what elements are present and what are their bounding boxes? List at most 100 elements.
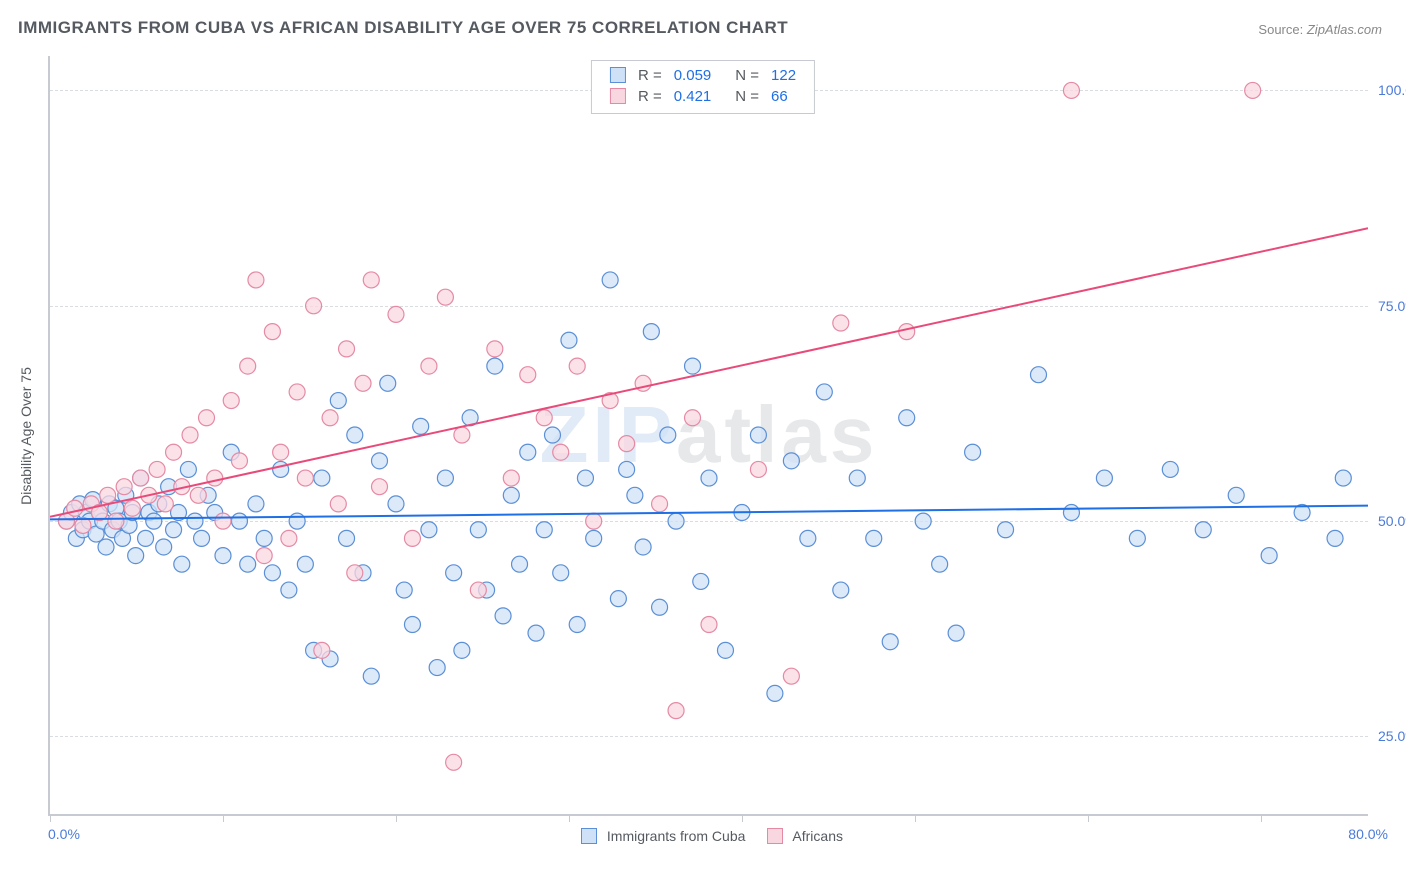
data-point xyxy=(998,522,1014,538)
data-point xyxy=(1063,82,1079,98)
x-tick xyxy=(50,814,51,822)
data-point xyxy=(240,556,256,572)
data-point xyxy=(429,660,445,676)
stats-row-series1: R = 0.059 N = 122 xyxy=(604,65,802,86)
data-point xyxy=(816,384,832,400)
data-point xyxy=(487,341,503,357)
data-point xyxy=(882,634,898,650)
stats-legend-box: R = 0.059 N = 122 R = 0.421 N = 66 xyxy=(591,60,815,114)
data-point xyxy=(915,513,931,529)
data-point xyxy=(314,470,330,486)
source-label: Source: xyxy=(1258,22,1303,37)
data-point xyxy=(281,530,297,546)
data-point xyxy=(685,410,701,426)
data-point xyxy=(372,479,388,495)
data-point xyxy=(553,444,569,460)
data-point xyxy=(166,522,182,538)
data-point xyxy=(174,556,190,572)
source-value: ZipAtlas.com xyxy=(1307,22,1382,37)
data-point xyxy=(1031,367,1047,383)
data-point xyxy=(396,582,412,598)
data-point xyxy=(685,358,701,374)
data-point xyxy=(347,427,363,443)
data-point xyxy=(833,315,849,331)
data-point xyxy=(256,530,272,546)
data-point xyxy=(421,522,437,538)
data-point xyxy=(569,617,585,633)
bottom-legend: Immigrants from Cuba Africans xyxy=(0,828,1406,844)
data-point xyxy=(380,375,396,391)
plot-area: ZIPatlas 25.0%50.0%75.0%100.0% xyxy=(48,56,1368,816)
data-point xyxy=(610,591,626,607)
data-point xyxy=(1195,522,1211,538)
data-point xyxy=(717,642,733,658)
data-point xyxy=(536,410,552,426)
data-point xyxy=(248,272,264,288)
data-point xyxy=(421,358,437,374)
x-tick xyxy=(742,814,743,822)
data-point xyxy=(1327,530,1343,546)
data-point xyxy=(190,487,206,503)
data-point xyxy=(1162,461,1178,477)
data-point xyxy=(627,487,643,503)
data-point xyxy=(487,358,503,374)
data-point xyxy=(693,573,709,589)
data-point xyxy=(512,556,528,572)
data-point xyxy=(750,461,766,477)
data-point xyxy=(248,496,264,512)
data-point xyxy=(256,548,272,564)
y-tick-label: 100.0% xyxy=(1372,82,1406,98)
data-point xyxy=(264,324,280,340)
data-point xyxy=(231,513,247,529)
data-point xyxy=(446,565,462,581)
data-point xyxy=(965,444,981,460)
data-point xyxy=(701,470,717,486)
y-tick-label: 25.0% xyxy=(1372,728,1406,744)
data-point xyxy=(67,500,83,516)
n-value-series1: 122 xyxy=(765,65,802,86)
legend-label-series2: Africans xyxy=(792,828,843,844)
y-tick-label: 75.0% xyxy=(1372,298,1406,314)
data-point xyxy=(932,556,948,572)
data-point xyxy=(470,522,486,538)
data-point xyxy=(1063,505,1079,521)
data-point xyxy=(1228,487,1244,503)
data-point xyxy=(297,556,313,572)
data-point xyxy=(528,625,544,641)
n-label: N = xyxy=(729,86,765,107)
x-tick xyxy=(1088,814,1089,822)
data-point xyxy=(668,513,684,529)
data-point xyxy=(800,530,816,546)
data-point xyxy=(207,470,223,486)
data-point xyxy=(100,487,116,503)
data-point xyxy=(363,272,379,288)
data-point xyxy=(948,625,964,641)
data-point xyxy=(264,565,280,581)
data-point xyxy=(138,530,154,546)
data-point xyxy=(660,427,676,443)
data-point xyxy=(156,539,172,555)
x-tick xyxy=(396,814,397,822)
correlation-chart: IMMIGRANTS FROM CUBA VS AFRICAN DISABILI… xyxy=(0,0,1406,892)
data-point xyxy=(635,539,651,555)
data-point xyxy=(1261,548,1277,564)
r-label: R = xyxy=(632,65,668,86)
data-point xyxy=(1335,470,1351,486)
data-point xyxy=(297,470,313,486)
data-point xyxy=(544,427,560,443)
data-point xyxy=(1129,530,1145,546)
data-point xyxy=(273,461,289,477)
data-point xyxy=(116,479,132,495)
data-point xyxy=(194,530,210,546)
data-point xyxy=(273,444,289,460)
data-point xyxy=(586,530,602,546)
data-point xyxy=(281,582,297,598)
y-tick-label: 50.0% xyxy=(1372,513,1406,529)
data-point xyxy=(701,617,717,633)
x-tick xyxy=(223,814,224,822)
data-point xyxy=(180,461,196,477)
legend-swatch-series1 xyxy=(581,828,597,844)
data-point xyxy=(652,496,668,512)
data-point xyxy=(767,685,783,701)
data-point xyxy=(783,668,799,684)
